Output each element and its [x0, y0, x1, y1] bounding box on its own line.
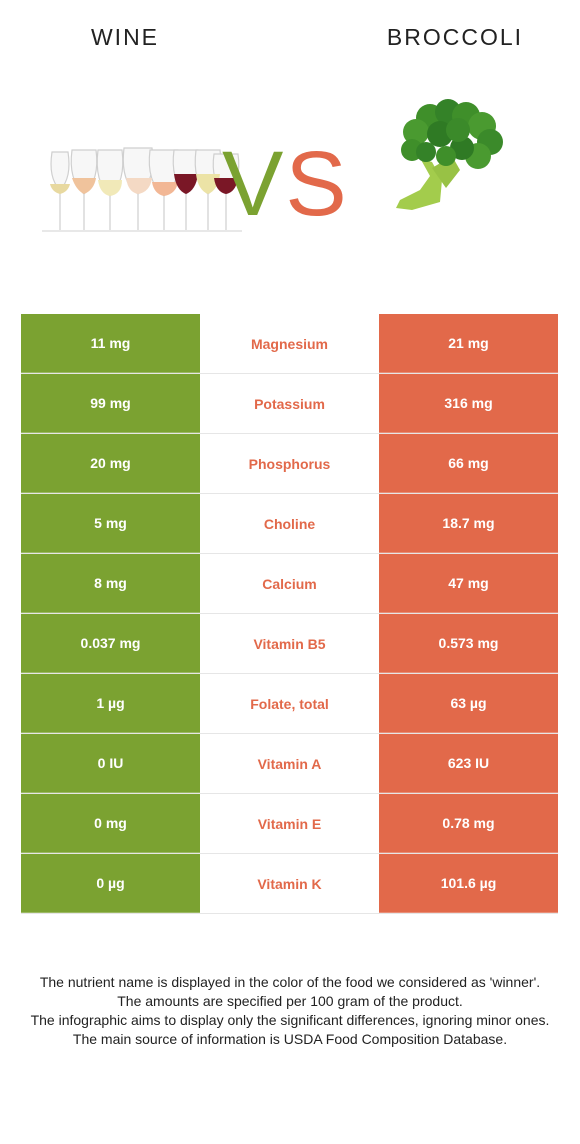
footnote: The infographic aims to display only the… — [30, 1012, 550, 1028]
table-row: 0 µg Vitamin K 101.6 µg — [21, 854, 558, 914]
footnotes: The nutrient name is displayed in the co… — [20, 973, 560, 1049]
broccoli-image — [396, 99, 503, 210]
hero-illustration — [42, 99, 503, 232]
footnote: The main source of information is USDA F… — [72, 1031, 508, 1047]
nutrient-name: Calcium — [200, 554, 379, 613]
broccoli-value: 316 mg — [379, 374, 558, 433]
nutrient-name: Vitamin A — [200, 734, 379, 793]
table-row: 1 µg Folate, total 63 µg — [21, 674, 558, 734]
wine-value: 0 mg — [21, 794, 200, 853]
nutrient-name: Potassium — [200, 374, 379, 433]
broccoli-title: BROCCOLI — [386, 24, 524, 50]
wine-value: 1 µg — [21, 674, 200, 733]
broccoli-value: 66 mg — [379, 434, 558, 493]
table-row: 20 mg Phosphorus 66 mg — [21, 434, 558, 494]
wine-value: 20 mg — [21, 434, 200, 493]
nutrient-name: Vitamin B5 — [200, 614, 379, 673]
wine-value: 0 µg — [21, 854, 200, 913]
broccoli-value: 63 µg — [379, 674, 558, 733]
table-row: 0.037 mg Vitamin B5 0.573 mg — [21, 614, 558, 674]
nutrient-name: Magnesium — [200, 314, 379, 373]
wine-glasses-image — [42, 147, 242, 232]
table-row: 99 mg Potassium 316 mg — [21, 374, 558, 434]
vs-label: VS — [222, 138, 349, 230]
wine-value: 0.037 mg — [21, 614, 200, 673]
nutrient-name: Choline — [200, 494, 379, 553]
wine-value: 8 mg — [21, 554, 200, 613]
nutrient-name: Phosphorus — [200, 434, 379, 493]
wine-title: WINE — [90, 24, 160, 50]
nutrient-name: Vitamin K — [200, 854, 379, 913]
nutrient-name: Vitamin E — [200, 794, 379, 853]
wine-value: 0 IU — [21, 734, 200, 793]
footnote: The nutrient name is displayed in the co… — [39, 974, 541, 990]
table-row: 0 IU Vitamin A 623 IU — [21, 734, 558, 794]
broccoli-value: 0.78 mg — [379, 794, 558, 853]
broccoli-value: 623 IU — [379, 734, 558, 793]
vs-s: S — [285, 133, 349, 235]
wine-value: 99 mg — [21, 374, 200, 433]
broccoli-value: 0.573 mg — [379, 614, 558, 673]
comparison-table: 11 mg Magnesium 21 mg 99 mg Potassium 31… — [21, 314, 558, 914]
broccoli-value: 101.6 µg — [379, 854, 558, 913]
nutrient-name: Folate, total — [200, 674, 379, 733]
broccoli-value: 18.7 mg — [379, 494, 558, 553]
table-row: 0 mg Vitamin E 0.78 mg — [21, 794, 558, 854]
wine-value: 11 mg — [21, 314, 200, 373]
footnote: The amounts are specified per 100 gram o… — [117, 993, 463, 1009]
broccoli-value: 47 mg — [379, 554, 558, 613]
wine-value: 5 mg — [21, 494, 200, 553]
table-row: 5 mg Choline 18.7 mg — [21, 494, 558, 554]
broccoli-value: 21 mg — [379, 314, 558, 373]
vs-v: V — [222, 133, 286, 235]
table-row: 8 mg Calcium 47 mg — [21, 554, 558, 614]
table-row: 11 mg Magnesium 21 mg — [21, 314, 558, 374]
